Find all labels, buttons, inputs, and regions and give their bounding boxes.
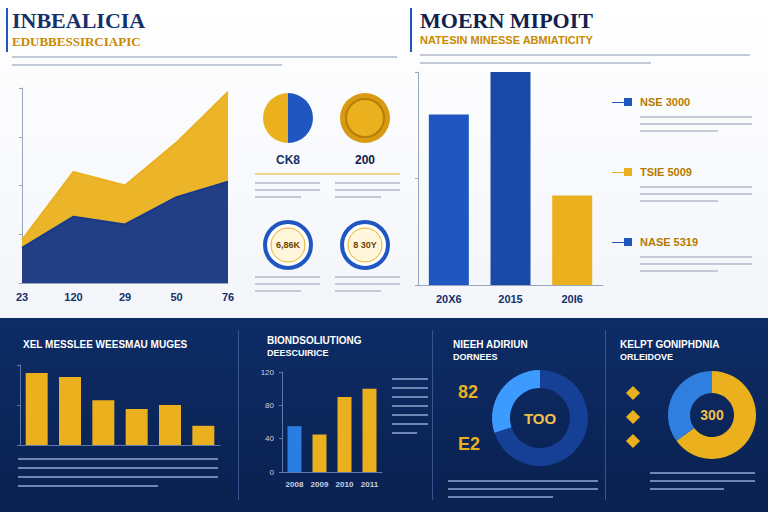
svg-text:300: 300 [700,407,724,423]
svg-text:DORNEES: DORNEES [453,352,498,362]
svg-text:2015: 2015 [498,293,522,305]
html-text:TSIE 5009: TSIE 5009 [640,166,692,178]
svg-text:2009: 2009 [311,480,329,489]
svg-text:76: 76 [222,291,234,303]
html-text:NSE 3000: NSE 3000 [640,96,691,108]
svg-text:120: 120 [64,291,82,303]
html-text:INBEALICIA: INBEALICIA [12,8,146,33]
svg-text:XEL MESSLEE WEESMAU MUGES: XEL MESSLEE WEESMAU MUGES [23,339,188,350]
svg-text:23: 23 [16,291,28,303]
svg-text:6,86K: 6,86K [276,240,301,250]
svg-text:NIEEH ADIRIUN: NIEEH ADIRIUN [453,339,528,350]
svg-text:E2: E2 [458,434,480,454]
svg-text:40: 40 [265,434,274,443]
svg-text:29: 29 [119,291,131,303]
svg-text:DEESCUIRICE: DEESCUIRICE [267,348,329,358]
svg-text:2010: 2010 [336,480,354,489]
svg-text:KELPT GONIPHDNIA: KELPT GONIPHDNIA [620,339,719,350]
html-text:NATESIN MINESSE ABMIATICITY: NATESIN MINESSE ABMIATICITY [420,34,593,46]
svg-text:ORLEIDOVE: ORLEIDOVE [620,352,673,362]
svg-text:2008: 2008 [286,480,304,489]
svg-text:TOO: TOO [524,410,557,427]
html-text:MOERN MIPOIT: MOERN MIPOIT [420,8,593,33]
svg-text:20X6: 20X6 [436,293,462,305]
svg-text:200: 200 [355,153,375,167]
svg-text:50: 50 [170,291,182,303]
svg-text:CK8: CK8 [276,153,300,167]
svg-text:8 30Y: 8 30Y [353,240,377,250]
html-text:EDUBBESSIRCIAPIC: EDUBBESSIRCIAPIC [12,34,141,49]
html-text:NASE 5319: NASE 5319 [640,236,699,248]
svg-text:120: 120 [261,368,275,377]
svg-text:20I6: 20I6 [561,293,582,305]
svg-text:2011: 2011 [361,480,379,489]
svg-text:BIONDSOLIUTIONG: BIONDSOLIUTIONG [267,335,362,346]
svg-text:80: 80 [265,401,274,410]
svg-text:82: 82 [458,382,478,402]
svg-text:0: 0 [270,468,275,477]
